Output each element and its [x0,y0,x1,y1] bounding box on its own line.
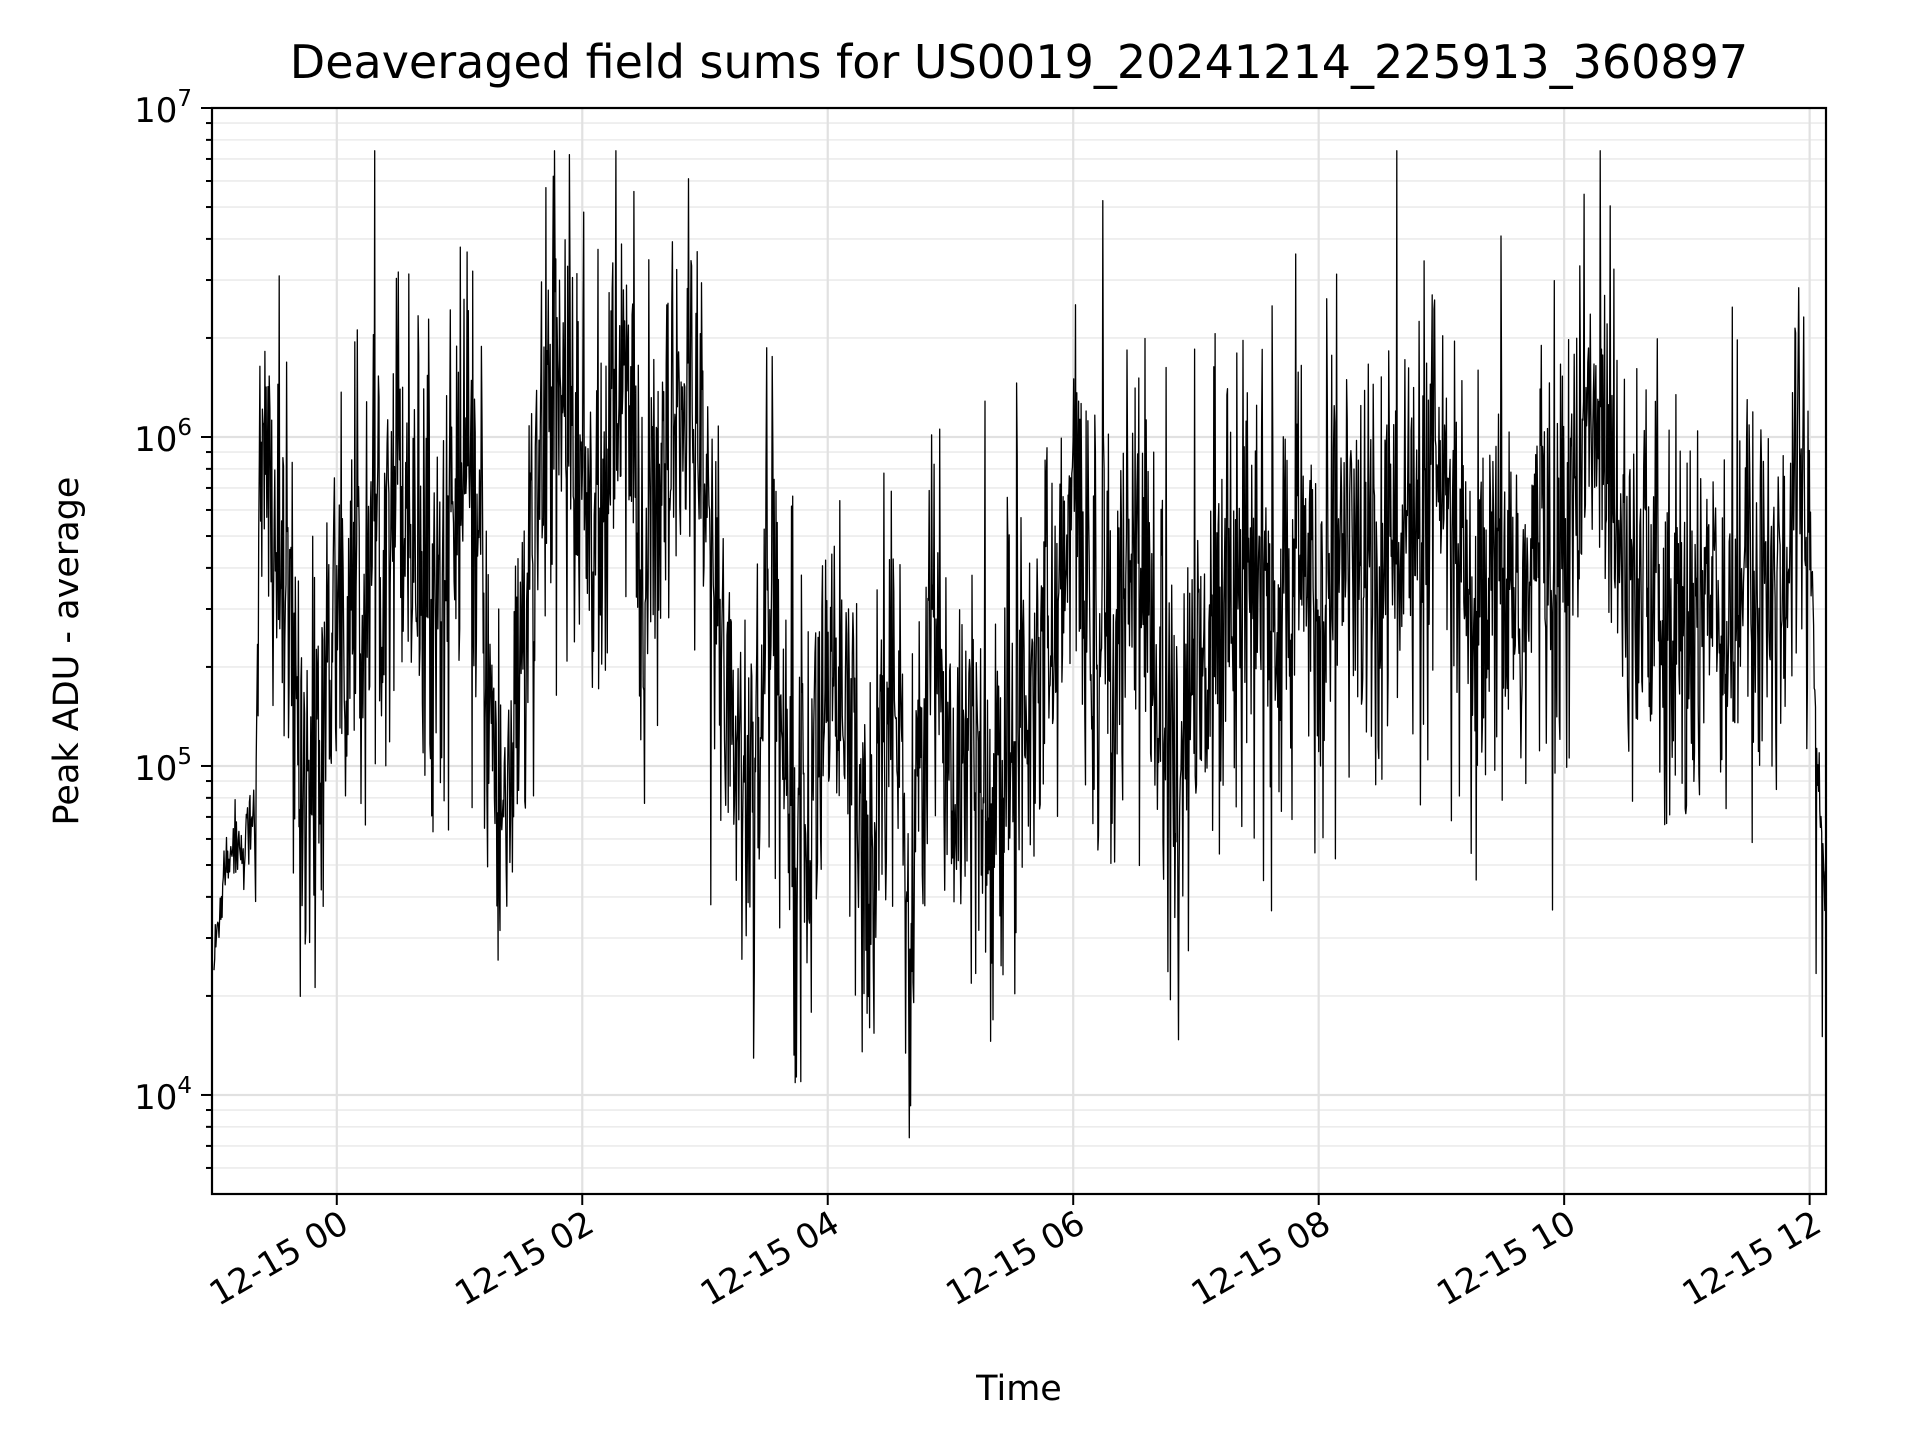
y-tick-label: 106 [134,415,192,460]
y-axis-label: Peak ADU - average [47,477,87,826]
y-axis: 104 105 106 107 [134,86,212,1118]
chart-title: Deaveraged field sums for US0019_2024121… [290,35,1748,89]
plot-frame [210,106,1828,1196]
y-tick-label: 107 [134,86,192,131]
y-tick-label: 104 [134,1073,192,1118]
x-axis-label: Time [975,1369,1062,1409]
y-tick-label: 105 [134,744,192,789]
series-line [213,150,1827,1139]
